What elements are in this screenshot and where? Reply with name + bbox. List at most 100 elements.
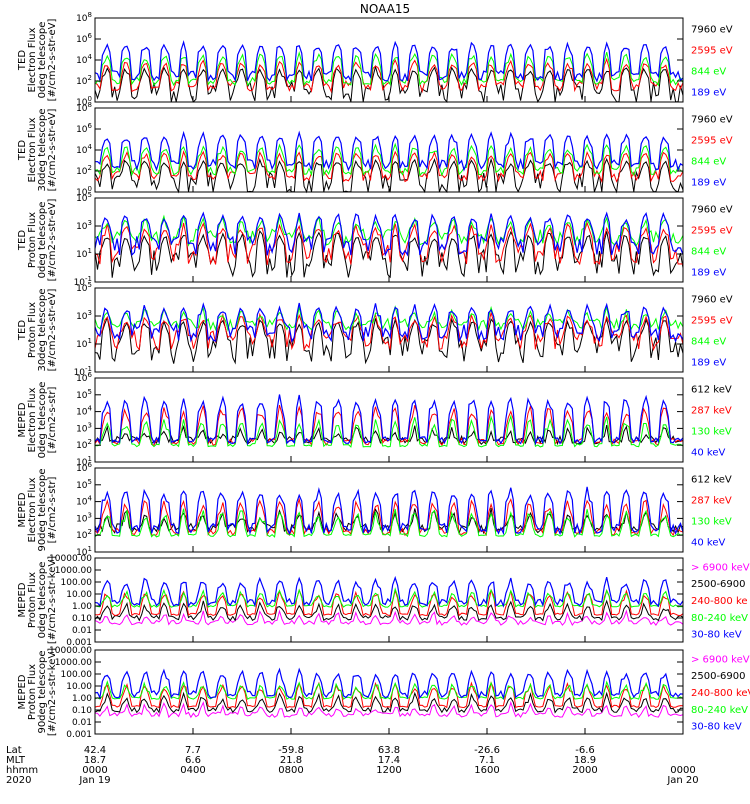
y-tick-label: 1.00	[72, 602, 92, 612]
y-tick-label: 104	[76, 495, 92, 508]
legend-entry: 40 keV	[691, 448, 725, 459]
series-ted-e-0-2	[94, 51, 684, 87]
y-axis-label: MEPEDElectron Flux0deg telescope[#/cm2-s…	[17, 382, 58, 459]
y-tick-label: 103	[76, 421, 92, 434]
legend-entry: 7960 eV	[691, 25, 733, 36]
x-tick-label: 0800	[278, 765, 303, 776]
series-mep-p-0-2	[94, 588, 684, 617]
y-axis-label: MEPEDProton Flux90deg telescope[#/cm2-s-…	[17, 648, 58, 736]
y-tick-label: 101	[76, 337, 92, 350]
x-row-label-lat: Lat	[6, 745, 22, 756]
series-ted-e-0-3	[94, 39, 684, 83]
series-ted-p-0-2	[94, 214, 684, 247]
x-tick-label: 1600	[474, 765, 499, 776]
y-tick-label: 103	[76, 309, 92, 322]
legend-entry: 612 keV	[691, 385, 732, 396]
series-ted-p-30-3	[94, 302, 684, 344]
x-tick-label: 18.9	[574, 755, 596, 766]
legend-entry: 189 eV	[691, 178, 726, 189]
x-tick-label: -26.6	[474, 745, 500, 756]
y-tick-label: 104	[76, 405, 92, 418]
y-tick-label: 108	[76, 11, 92, 24]
y-tick-label: 100.00	[61, 578, 93, 588]
series-mep-e-0-2	[94, 414, 684, 448]
y-axis-label: MEPEDElectron Flux90deg telescope[#/cm2-…	[17, 468, 58, 551]
y-tick-label: 102	[76, 164, 92, 177]
y-tick-label: 102	[76, 528, 92, 541]
y-tick-label: 10000.00	[49, 554, 92, 564]
x-tick-label: 0000	[82, 765, 107, 776]
series-mep-e-90-1	[94, 497, 684, 537]
legend-entry: > 6900 keV	[691, 654, 750, 665]
chart-title: NOAA15	[360, 2, 410, 16]
series-mep-p-0-4	[94, 575, 684, 608]
legend-entry: 2595 eV	[691, 316, 733, 327]
panel-frame	[94, 649, 684, 735]
legend-entry: 2595 eV	[691, 226, 733, 237]
y-tick-label: 103	[76, 219, 92, 232]
y-tick-label: 10.00	[66, 590, 92, 600]
x-row-label-year: 2020	[6, 775, 31, 786]
legend-entry: 612 keV	[691, 475, 732, 486]
x-tick-label: 17.4	[378, 755, 400, 766]
y-tick-label: 100.00	[61, 670, 93, 680]
series-mep-p-0-1	[94, 599, 684, 622]
legend-entry: 7960 eV	[691, 115, 733, 126]
series-mep-p-90-3	[94, 680, 684, 700]
y-tick-label: 104	[76, 53, 92, 66]
series-ted-p-30-1	[94, 312, 684, 352]
x-tick-label: Jan 19	[78, 775, 110, 786]
x-tick-label: 21.8	[280, 755, 302, 766]
legend-entry: 844 eV	[691, 67, 726, 78]
x-tick-label: 63.8	[378, 745, 400, 756]
y-axis-label: TEDElectron Flux0deg telescope[#/cm2-s-s…	[17, 19, 58, 102]
y-tick-label: 102	[76, 74, 92, 87]
legend-entry: 240-800 keV	[691, 688, 750, 699]
y-axis-label: TEDProton Flux0deg telescope[#/cm2-s-str…	[17, 199, 58, 282]
x-tick-label: 2000	[572, 765, 597, 776]
legend-entry: 240-800 ke	[691, 596, 748, 607]
x-tick-label: 1200	[376, 765, 401, 776]
y-axis-label: TEDProton Flux30deg telescope[#/cm2-s-st…	[17, 288, 58, 371]
legend-entry: 189 eV	[691, 88, 726, 99]
y-tick-label: 1000.00	[55, 658, 92, 668]
y-tick-label: 0.001	[66, 730, 92, 740]
x-tick-label: 7.1	[479, 755, 495, 766]
y-tick-label: 104	[76, 143, 92, 156]
y-tick-label: 103	[76, 511, 92, 524]
series-mep-e-90-3	[94, 486, 684, 536]
legend-entry: 844 eV	[691, 247, 726, 258]
legend-entry: 287 keV	[691, 496, 732, 507]
x-tick-label: 6.6	[185, 755, 201, 766]
series-mep-p-0-0	[94, 609, 684, 626]
series-ted-p-0-1	[94, 221, 684, 266]
legend-entry: 2500-6900	[691, 579, 746, 590]
y-axis-label: TEDElectron Flux30deg telescope[#/cm2-s-…	[17, 108, 58, 191]
x-tick-label: 0400	[180, 765, 205, 776]
series-mep-e-0-3	[94, 394, 684, 446]
legend-entry: 2595 eV	[691, 46, 733, 57]
legend-entry: 80-240 keV	[691, 613, 748, 624]
legend-entry: 189 eV	[691, 358, 726, 369]
x-row-label-mlt: MLT	[6, 755, 26, 766]
y-tick-label: 106	[76, 122, 92, 135]
y-tick-label: 102	[76, 438, 92, 451]
legend-entry: 287 keV	[691, 406, 732, 417]
y-tick-label: 0.001	[66, 638, 92, 648]
legend-entry: 2595 eV	[691, 136, 733, 147]
legend-entry: 7960 eV	[691, 205, 733, 216]
series-ted-e-30-1	[94, 150, 684, 184]
series-mep-p-90-0	[94, 700, 684, 719]
series-ted-e-30-2	[94, 142, 684, 177]
y-tick-label: 106	[76, 32, 92, 45]
x-tick-label: 18.7	[84, 755, 106, 766]
series-mep-p-0-3	[94, 587, 684, 609]
